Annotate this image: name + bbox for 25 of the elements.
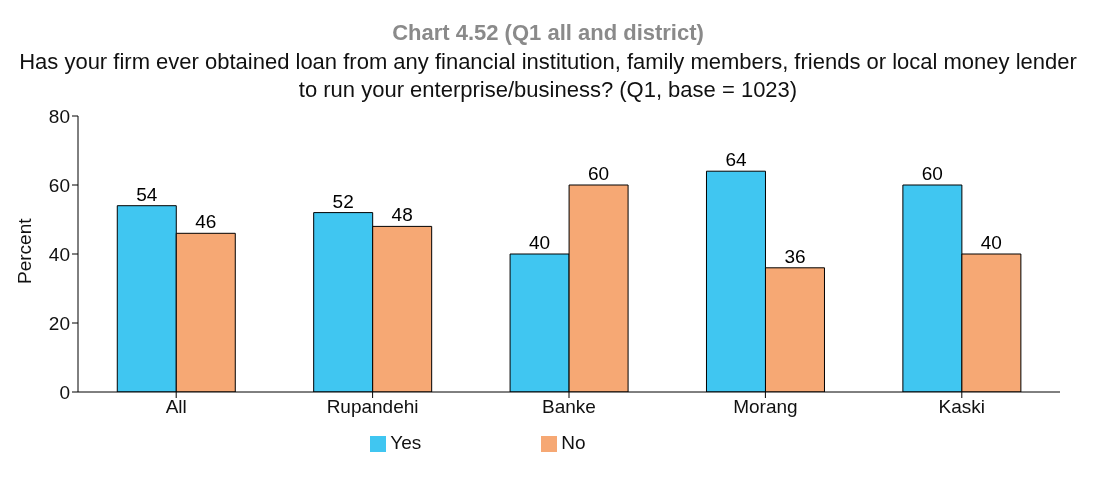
y-tick-label: 40 [48, 243, 70, 265]
data-label: 54 [136, 183, 158, 205]
data-label: 48 [391, 204, 413, 226]
data-label: 46 [195, 211, 217, 233]
y-tick-label: 0 [59, 381, 70, 403]
x-tick-label: Kaski [938, 396, 986, 418]
data-label: 40 [529, 232, 551, 253]
y-tick-label: 60 [48, 174, 70, 196]
chart-title: Chart 4.52 (Q1 all and district) [391, 20, 705, 46]
data-label: 40 [980, 232, 1002, 253]
y-tick-label: 80 [48, 105, 70, 127]
data-label: 64 [725, 149, 747, 171]
legend-label: Yes [390, 432, 422, 453]
data-label: 52 [332, 190, 354, 212]
y-tick-label: 20 [48, 312, 70, 334]
data-label: 60 [921, 163, 943, 184]
data-label: 60 [588, 163, 610, 184]
x-tick-label: All [165, 396, 187, 418]
legend-label: No [561, 432, 586, 453]
data-label: 36 [784, 245, 806, 267]
x-tick-label: Banke [542, 396, 596, 418]
x-tick-label: Morang [733, 396, 798, 418]
x-tick-label: Rupandehi [326, 396, 419, 418]
y-axis-title: Percent [13, 217, 35, 284]
chart-subtitle: Has your firm ever obtained loan from any financial institution, family members, friends or local money lender to run your enterprise/business? (Q1, base = 1023) [18, 48, 1078, 104]
